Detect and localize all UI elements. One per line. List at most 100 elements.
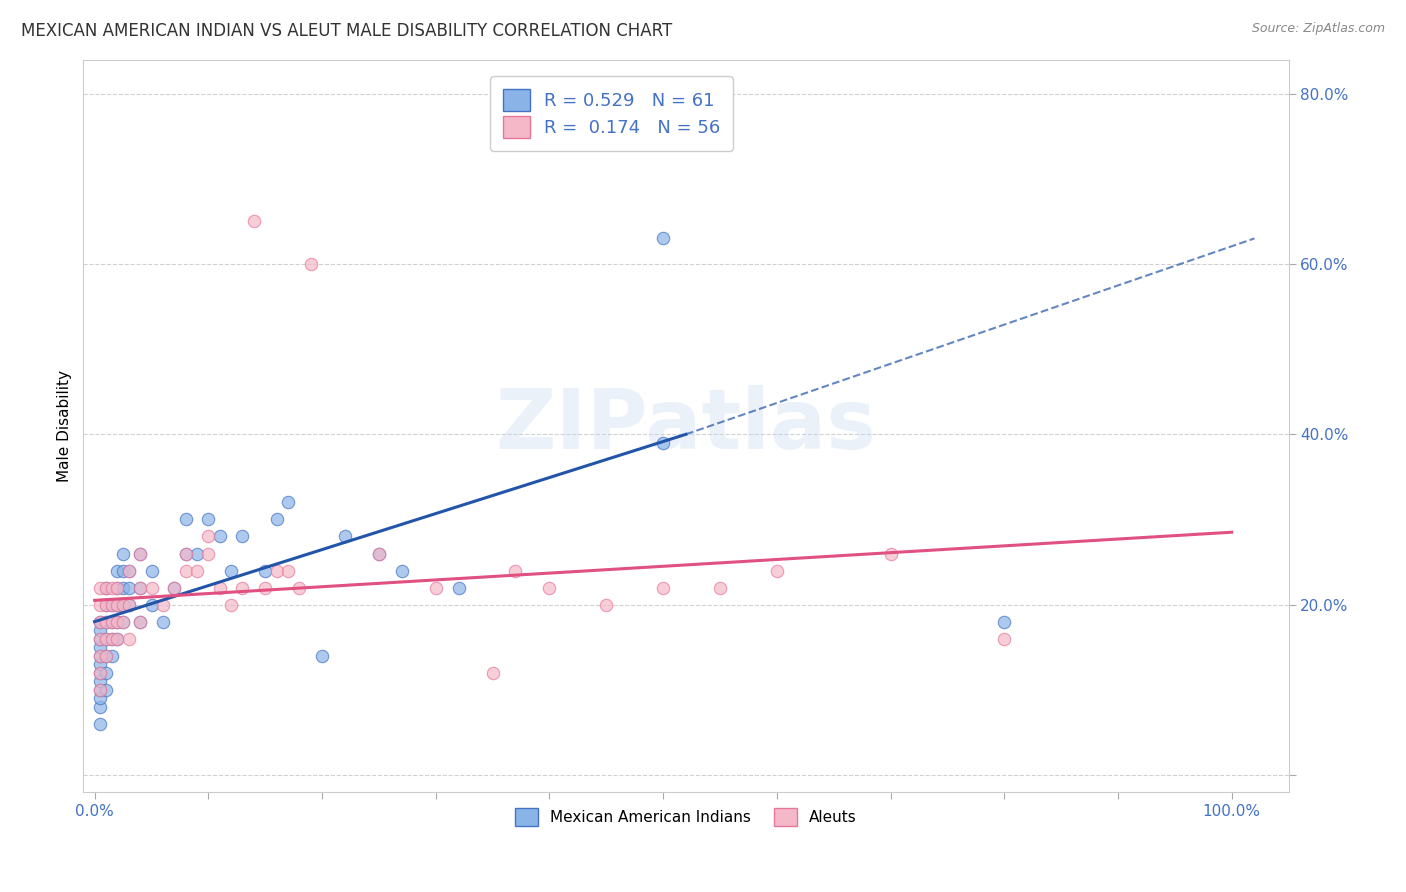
Point: [129, 615, 152, 629]
Text: MEXICAN AMERICAN INDIAN VS ALEUT MALE DISABILITY CORRELATION CHART: MEXICAN AMERICAN INDIAN VS ALEUT MALE DI…: [21, 22, 672, 40]
Point: [333, 529, 356, 543]
Point: [107, 615, 129, 629]
Point: [186, 564, 208, 578]
Point: [141, 598, 163, 612]
Point: [118, 564, 141, 578]
Point: [141, 581, 163, 595]
Point: [89, 598, 111, 612]
Point: [141, 564, 163, 578]
Point: [129, 581, 152, 595]
Point: [311, 648, 333, 663]
Point: [288, 581, 311, 595]
Point: [107, 632, 129, 646]
Point: [481, 665, 503, 680]
Point: [208, 581, 231, 595]
Point: [100, 598, 122, 612]
Point: [152, 615, 174, 629]
Point: [243, 214, 266, 228]
Point: [277, 564, 299, 578]
Point: [174, 547, 197, 561]
Point: [766, 564, 789, 578]
Point: [94, 632, 117, 646]
Point: [129, 547, 152, 561]
Point: [89, 632, 111, 646]
Point: [94, 615, 117, 629]
Point: [107, 581, 129, 595]
Point: [129, 581, 152, 595]
Point: [89, 632, 111, 646]
Point: [652, 231, 675, 245]
Point: [89, 691, 111, 706]
Point: [174, 512, 197, 526]
Point: [652, 435, 675, 450]
Point: [94, 648, 117, 663]
Point: [94, 682, 117, 697]
Point: [118, 581, 141, 595]
Point: [197, 529, 219, 543]
Point: [94, 581, 117, 595]
Point: [89, 674, 111, 689]
Point: [112, 615, 135, 629]
Point: [89, 682, 111, 697]
Point: [100, 581, 122, 595]
Point: [112, 564, 135, 578]
Point: [112, 598, 135, 612]
Point: [152, 598, 174, 612]
Point: [89, 665, 111, 680]
Point: [163, 581, 186, 595]
Point: [118, 564, 141, 578]
Point: [89, 581, 111, 595]
Point: [266, 512, 288, 526]
Point: [100, 598, 122, 612]
Text: ZIPatlas: ZIPatlas: [495, 385, 876, 467]
Point: [100, 615, 122, 629]
Point: [89, 623, 111, 637]
Point: [94, 632, 117, 646]
Point: [112, 598, 135, 612]
Point: [100, 615, 122, 629]
Point: [993, 632, 1015, 646]
Point: [174, 547, 197, 561]
Point: [89, 640, 111, 655]
Point: [231, 529, 253, 543]
Point: [89, 648, 111, 663]
Point: [879, 547, 901, 561]
Point: [219, 564, 242, 578]
Point: [89, 615, 111, 629]
Point: [107, 581, 129, 595]
Point: [219, 598, 242, 612]
Point: [595, 598, 617, 612]
Point: [89, 615, 111, 629]
Point: [208, 529, 231, 543]
Point: [89, 699, 111, 714]
Point: [163, 581, 186, 595]
Point: [299, 257, 322, 271]
Point: [107, 598, 129, 612]
Point: [94, 615, 117, 629]
Point: [231, 581, 253, 595]
Point: [118, 598, 141, 612]
Y-axis label: Male Disability: Male Disability: [58, 370, 72, 482]
Point: [94, 665, 117, 680]
Point: [89, 657, 111, 672]
Point: [174, 564, 197, 578]
Point: [89, 716, 111, 731]
Point: [505, 564, 527, 578]
Point: [538, 581, 561, 595]
Point: [367, 547, 389, 561]
Point: [89, 648, 111, 663]
Point: [112, 615, 135, 629]
Point: [94, 648, 117, 663]
Point: [367, 547, 389, 561]
Point: [129, 547, 152, 561]
Point: [107, 615, 129, 629]
Legend: Mexican American Indians, Aleuts: Mexican American Indians, Aleuts: [506, 798, 866, 836]
Point: [112, 547, 135, 561]
Point: [100, 632, 122, 646]
Point: [107, 564, 129, 578]
Point: [94, 598, 117, 612]
Point: [186, 547, 208, 561]
Point: [94, 581, 117, 595]
Point: [118, 632, 141, 646]
Point: [447, 581, 470, 595]
